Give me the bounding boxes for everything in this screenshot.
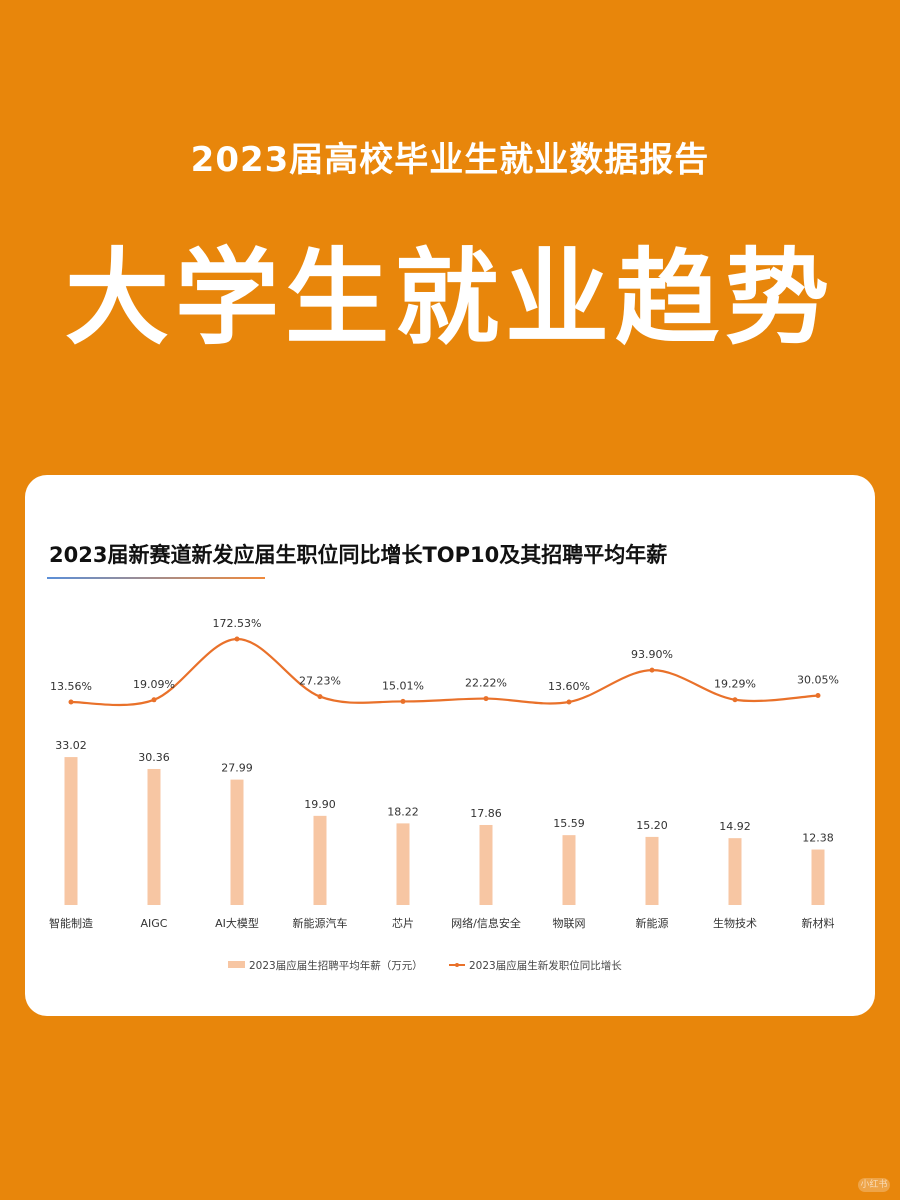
line-value-label: 19.09% [133, 678, 175, 691]
bar-value-label: 17.86 [470, 807, 502, 820]
line-point [68, 699, 74, 705]
bar [313, 815, 327, 905]
bar-value-label: 33.02 [55, 739, 87, 752]
category-label: AI大模型 [215, 916, 259, 930]
bar-value-label: 14.92 [719, 820, 751, 833]
line-point [566, 699, 572, 705]
legend-bar-swatch [228, 961, 245, 968]
category-label: 新材料 [802, 916, 835, 930]
combo-chart: 33.02 智能制造 30.36 AIGC 27.99 AI大模型 19.90 新能源汽车 18… [49, 617, 839, 972]
category-label: 新能源 [636, 916, 669, 930]
line-point [400, 698, 406, 704]
bar-value-label: 18.22 [387, 805, 419, 818]
bar-value-label: 12.38 [802, 832, 834, 845]
bar [479, 824, 493, 905]
line-value-label: 172.53% [213, 617, 262, 630]
bar [147, 768, 161, 905]
category-label: 新能源汽车 [293, 916, 348, 930]
legend-line-label: 2023届应届生新发职位同比增长 [469, 959, 622, 972]
category-label: 智能制造 [49, 916, 93, 930]
line-point [151, 697, 157, 703]
title-underline [47, 577, 265, 579]
line-value-label: 30.05% [797, 673, 839, 686]
bar [811, 849, 825, 905]
category-label: 芯片 [392, 916, 414, 930]
line-value-label: 27.23% [299, 675, 341, 688]
chart-card: 2023届新赛道新发应届生职位同比增长TOP10及其招聘平均年薪 33.02 智能… [25, 475, 875, 1016]
legend-line-marker [455, 963, 459, 967]
line-point [317, 694, 323, 700]
category-label: 生物技术 [713, 916, 757, 930]
bar-value-label: 27.99 [221, 762, 253, 775]
bar [64, 757, 78, 905]
line-point [649, 667, 655, 673]
category-label: 网络/信息安全 [451, 916, 521, 930]
bar-value-label: 19.90 [304, 798, 336, 811]
line-value-label: 19.29% [714, 678, 756, 691]
bar [562, 835, 576, 905]
line-value-label: 13.56% [50, 680, 92, 693]
legend-bar-label: 2023届应届生招聘平均年薪（万元） [249, 959, 423, 972]
bar [230, 779, 244, 905]
bar-value-label: 30.36 [138, 751, 170, 764]
report-subtitle: 2023届高校毕业生就业数据报告 [190, 140, 710, 180]
line-value-label: 22.22% [465, 677, 507, 690]
category-label: AIGC [141, 917, 168, 930]
line-point [483, 696, 489, 702]
page-title: 大学生就业趋势 [64, 237, 835, 359]
growth-line [70, 637, 819, 707]
bar [396, 823, 410, 905]
line-point [732, 697, 738, 703]
bar-value-label: 15.20 [636, 819, 668, 832]
bar [728, 838, 742, 905]
bar-value-label: 15.59 [553, 817, 585, 830]
chart-title: 2023届新赛道新发应届生职位同比增长TOP10及其招聘平均年薪 [49, 543, 668, 567]
line-value-label: 13.60% [548, 680, 590, 693]
line-value-label: 93.90% [631, 648, 673, 661]
line-point [815, 692, 821, 698]
bar [645, 836, 659, 905]
line-point [234, 636, 240, 642]
watermark-badge: 小红书 [858, 1178, 890, 1192]
category-label: 物联网 [553, 916, 586, 930]
line-value-label: 15.01% [382, 679, 424, 692]
